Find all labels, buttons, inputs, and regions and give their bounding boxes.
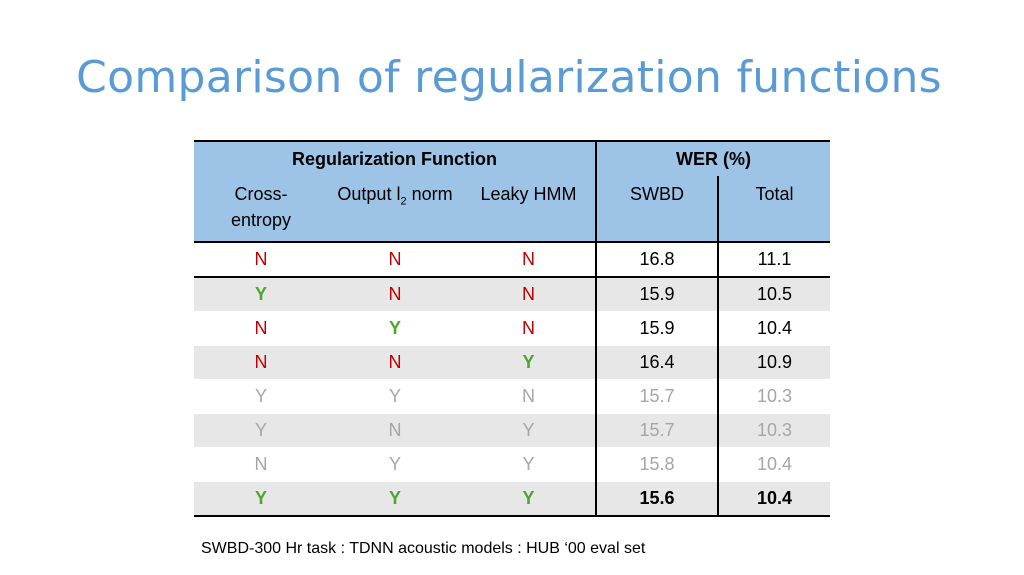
cell-swbd: 15.7 xyxy=(595,413,718,448)
cell-cross-entropy: Y xyxy=(194,481,328,517)
cell-leaky-hmm: N xyxy=(522,318,535,338)
cell-output-l2-norm: Y xyxy=(388,386,401,406)
cell-leaky-hmm: Y xyxy=(522,454,535,474)
cell-swbd: 15.9 xyxy=(595,277,718,312)
cell-total: 10.4 xyxy=(717,447,830,482)
table-row: N Y N 15.9 10.4 xyxy=(194,311,830,346)
table-row: Y N Y 15.7 10.3 xyxy=(194,413,830,448)
slide-title: Comparison of regularization functions xyxy=(76,52,942,103)
cell-leaky-hmm: N xyxy=(462,277,596,312)
cell-output-l2-norm: N xyxy=(328,413,462,448)
cell-cross-entropy: Y xyxy=(254,386,267,406)
cell-cross-entropy: Y xyxy=(194,277,328,312)
cell-leaky-hmm: Y xyxy=(462,413,596,448)
table-row: Y Y Y 15.6 10.4 xyxy=(194,481,830,517)
cell-total: 10.4 xyxy=(717,311,830,346)
cell-swbd: 16.4 xyxy=(595,345,718,380)
header-wer: WER (%) xyxy=(595,140,830,176)
cell-total: 11.1 xyxy=(717,242,830,278)
cell-cross-entropy: N xyxy=(194,345,328,380)
cell-output-l2-norm: N xyxy=(328,277,462,312)
column-output-l2-norm: Output l2 norm xyxy=(328,176,462,243)
table-row: Y Y N 15.7 10.3 xyxy=(194,379,830,414)
cell-total: 10.3 xyxy=(717,379,830,414)
results-table: Regularization Function WER (%) Cross- e… xyxy=(194,140,830,517)
cell-leaky-hmm: Y xyxy=(462,481,596,517)
cell-total: 10.9 xyxy=(717,345,830,380)
cell-total: 10.4 xyxy=(717,481,830,517)
cell-cross-entropy: N xyxy=(254,454,268,474)
cell-cross-entropy: N xyxy=(254,318,268,338)
cell-cross-entropy: N xyxy=(194,242,328,278)
cell-swbd: 16.8 xyxy=(595,242,718,278)
cell-output-l2-norm: Y xyxy=(328,481,462,517)
cell-swbd: 15.7 xyxy=(595,379,718,414)
table-row: Y N N 15.9 10.5 xyxy=(194,277,830,312)
table-caption: SWBD-300 Hr task : TDNN acoustic models … xyxy=(201,540,646,557)
header-regularization-function: Regularization Function xyxy=(194,140,596,176)
column-leaky-hmm: Leaky HMM xyxy=(462,176,596,243)
column-cross-entropy: Cross- entropy xyxy=(194,176,328,243)
cell-output-l2-norm: Y xyxy=(388,454,401,474)
cell-swbd: 15.6 xyxy=(595,481,718,517)
table-row: N N N 16.8 11.1 xyxy=(194,242,830,278)
column-total: Total xyxy=(717,176,830,243)
cell-output-l2-norm: N xyxy=(328,345,462,380)
cell-cross-entropy: Y xyxy=(194,413,328,448)
column-swbd: SWBD xyxy=(595,176,718,243)
table-row: N N Y 16.4 10.9 xyxy=(194,345,830,380)
cell-swbd: 15.8 xyxy=(595,447,718,482)
cell-output-l2-norm: N xyxy=(328,242,462,278)
cell-leaky-hmm: N xyxy=(462,242,596,278)
cell-total: 10.5 xyxy=(717,277,830,312)
cell-output-l2-norm: Y xyxy=(388,318,401,338)
cell-leaky-hmm: N xyxy=(522,386,535,406)
cell-leaky-hmm: Y xyxy=(462,345,596,380)
cell-swbd: 15.9 xyxy=(595,311,718,346)
table-row: N Y Y 15.8 10.4 xyxy=(194,447,830,482)
cell-total: 10.3 xyxy=(717,413,830,448)
